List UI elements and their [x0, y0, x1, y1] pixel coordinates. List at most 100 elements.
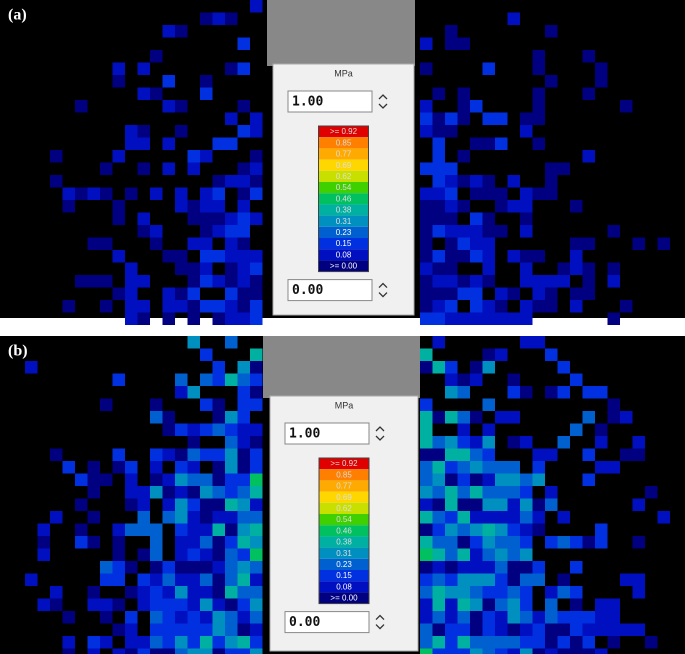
stress-cell	[420, 212, 433, 225]
stress-cell	[137, 498, 150, 511]
stress-cell	[187, 436, 200, 449]
stress-cell	[482, 237, 495, 250]
stress-cell	[532, 300, 545, 313]
stress-cell	[445, 361, 458, 374]
stress-cell	[212, 536, 225, 549]
stress-cell	[237, 411, 250, 424]
stress-cell	[470, 312, 483, 325]
stress-cell	[150, 623, 163, 636]
stress-cell	[582, 150, 595, 163]
stress-cell	[237, 536, 250, 549]
stress-cell	[150, 237, 163, 250]
stress-cell	[507, 561, 520, 574]
stress-cell	[482, 473, 495, 486]
stress-cell	[520, 498, 533, 511]
stress-cell	[570, 287, 583, 300]
stress-cell	[162, 423, 175, 436]
stress-cell	[457, 373, 470, 386]
stress-cell	[200, 423, 213, 436]
stress-cell	[150, 611, 163, 624]
stress-cell	[482, 623, 495, 636]
stress-cell	[175, 498, 188, 511]
stress-cell	[162, 598, 175, 611]
stress-cell	[507, 411, 520, 424]
stress-cell	[150, 636, 163, 649]
stress-cell	[112, 536, 125, 549]
stress-cell	[482, 423, 495, 436]
stress-cell	[175, 586, 188, 599]
stress-cell	[137, 300, 150, 313]
stress-cell	[225, 623, 238, 636]
panel: (b) MPa 1.00 >= 0.92 0.85 0.77 0.69 0.62 0.54 0.4…	[0, 336, 685, 654]
stress-cell	[187, 511, 200, 524]
panel-label: (b)	[8, 343, 28, 360]
stress-cell	[100, 636, 113, 649]
stress-cell	[507, 175, 520, 188]
stress-cell	[545, 636, 558, 649]
stress-cell	[212, 373, 225, 386]
stress-cell	[162, 473, 175, 486]
stress-cell	[125, 275, 138, 288]
stress-cell	[200, 623, 213, 636]
stress-cell	[470, 573, 483, 586]
stress-cell	[482, 586, 495, 599]
stress-cell	[482, 250, 495, 263]
stress-cell	[420, 262, 433, 275]
stress-cell	[520, 561, 533, 574]
stress-cell	[237, 523, 250, 536]
stress-cell	[212, 523, 225, 536]
stress-cell	[87, 486, 100, 499]
stress-cell	[432, 536, 445, 549]
stress-cell	[250, 598, 263, 611]
stress-cell	[225, 436, 238, 449]
stress-cell	[607, 225, 620, 238]
stress-cell	[520, 598, 533, 611]
stress-cell	[200, 498, 213, 511]
stress-cell	[225, 225, 238, 238]
stress-cell	[495, 187, 508, 200]
stress-cell	[112, 62, 125, 75]
stress-cell	[420, 411, 433, 424]
stress-cell	[432, 87, 445, 100]
stress-cell	[187, 648, 200, 654]
stress-cell	[420, 436, 433, 449]
stress-cell	[557, 648, 570, 654]
stress-cell	[420, 511, 433, 524]
stress-cell	[495, 461, 508, 474]
stress-cell	[632, 536, 645, 549]
widget-header	[267, 0, 415, 66]
stress-cell	[420, 423, 433, 436]
stress-cell	[175, 300, 188, 313]
stress-cell	[62, 461, 75, 474]
stress-cell	[482, 300, 495, 313]
stress-cell	[482, 448, 495, 461]
stress-cell	[250, 461, 263, 474]
stress-cell	[200, 262, 213, 275]
scale-label: 0.15	[336, 239, 352, 248]
stress-cell	[225, 175, 238, 188]
stress-cell	[125, 611, 138, 624]
stress-cell	[137, 87, 150, 100]
stress-cell	[532, 187, 545, 200]
stress-cell	[200, 561, 213, 574]
scale-label: 0.23	[336, 228, 352, 237]
stress-cell	[237, 611, 250, 624]
stress-cell	[87, 187, 100, 200]
stress-cell	[187, 598, 200, 611]
stress-cell	[162, 75, 175, 88]
scale-swatch	[319, 592, 369, 604]
stress-cell	[62, 187, 75, 200]
stress-cell	[482, 598, 495, 611]
stress-cell	[445, 461, 458, 474]
stress-cell	[432, 473, 445, 486]
stress-cell	[507, 373, 520, 386]
stress-cell	[470, 461, 483, 474]
stress-cell	[582, 636, 595, 649]
stress-cell	[445, 598, 458, 611]
stress-cell	[507, 436, 520, 449]
stress-cell	[482, 398, 495, 411]
stress-cell	[545, 275, 558, 288]
stress-cell	[225, 300, 238, 313]
stress-cell	[595, 461, 608, 474]
stress-cell	[632, 573, 645, 586]
